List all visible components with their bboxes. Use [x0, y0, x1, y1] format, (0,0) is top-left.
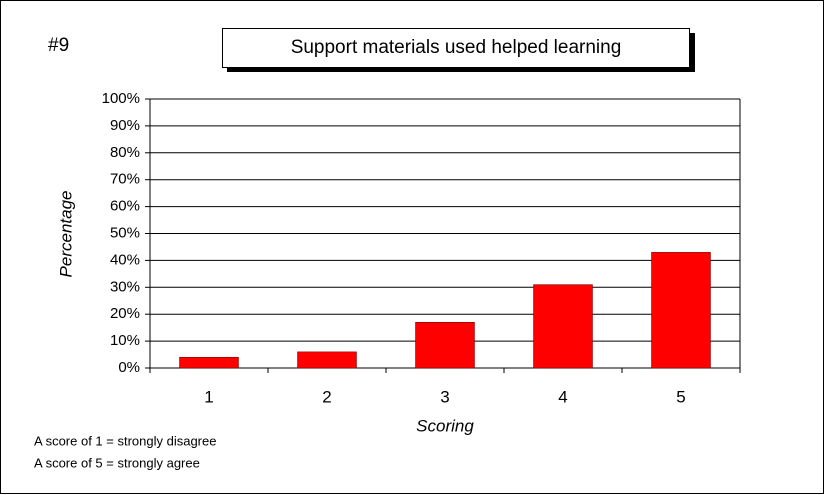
- chart-label: #9: [48, 35, 69, 56]
- y-tick-label: 100%: [102, 90, 140, 107]
- y-tick-label: 0%: [118, 359, 140, 376]
- y-axis-label: Percentage: [56, 191, 75, 278]
- y-tick-label: 60%: [110, 198, 140, 215]
- y-tick-label: 10%: [110, 332, 140, 349]
- y-tick-label: 50%: [110, 224, 140, 241]
- bar: [651, 252, 711, 369]
- x-tick-label: 4: [558, 387, 567, 406]
- y-tick-label: 30%: [110, 278, 140, 295]
- x-tick-label: 2: [322, 387, 331, 406]
- bar: [297, 351, 357, 369]
- x-tick-label: 1: [204, 387, 213, 406]
- x-tick-label: 3: [440, 387, 449, 406]
- y-tick-label: 40%: [110, 251, 140, 268]
- y-tick-label: 70%: [110, 171, 140, 188]
- y-tick-label: 90%: [110, 117, 140, 134]
- bar: [179, 356, 239, 369]
- note: A score of 1 = strongly disagree: [34, 433, 216, 448]
- chart-title: Support materials used helped learning: [291, 37, 622, 58]
- title-box: [222, 28, 690, 68]
- x-tick-label: 5: [676, 387, 685, 406]
- x-axis-label: Scoring: [416, 416, 474, 435]
- bar: [415, 322, 475, 369]
- note: A score of 5 = strongly agree: [34, 455, 200, 470]
- y-tick-label: 20%: [110, 305, 140, 322]
- y-tick-label: 80%: [110, 144, 140, 161]
- bar: [533, 284, 593, 369]
